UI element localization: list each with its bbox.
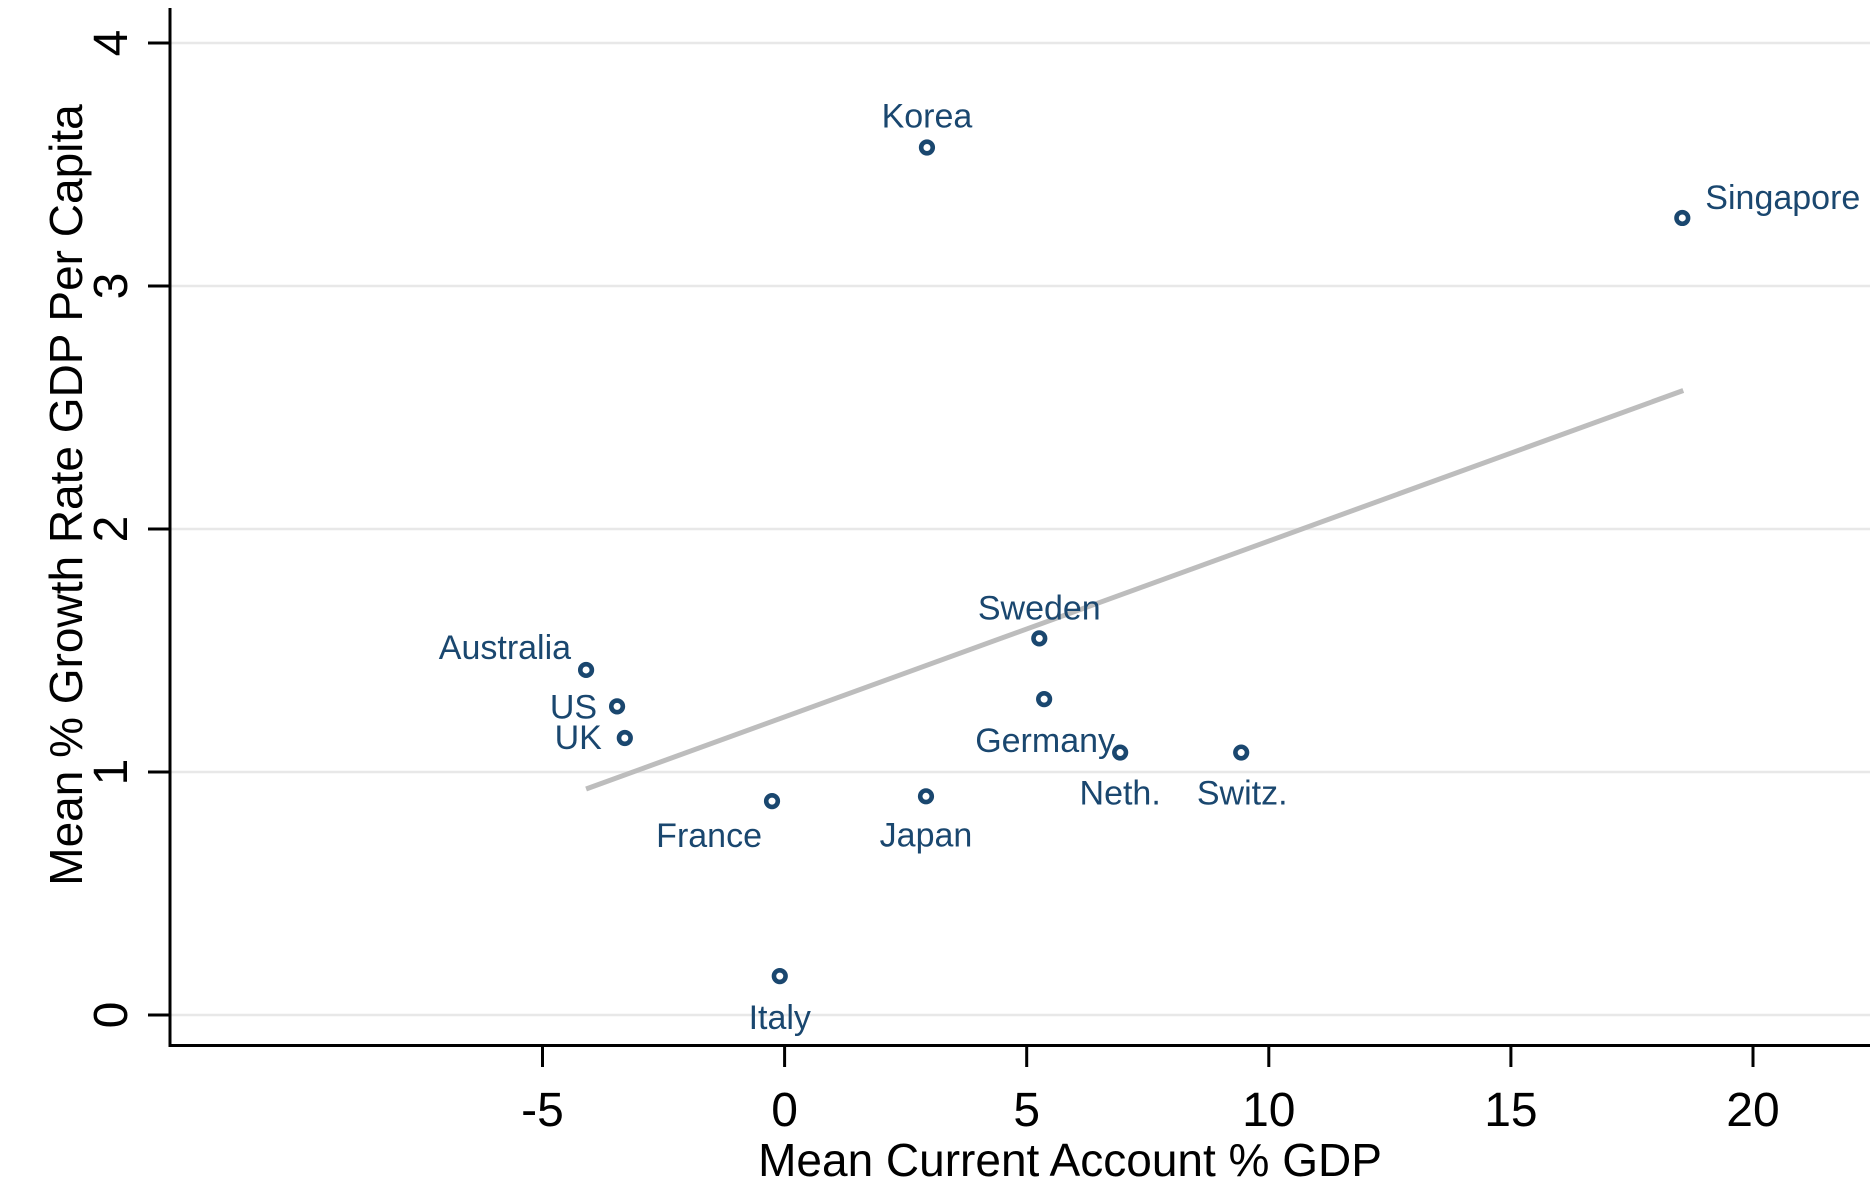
marker-label-sweden: Sweden bbox=[978, 589, 1101, 627]
marker-label-singapore: Singapore bbox=[1705, 179, 1860, 217]
x-tick-label-10: 10 bbox=[1242, 1084, 1295, 1137]
marker-label-us: US bbox=[550, 688, 597, 726]
marker-label-japan: Japan bbox=[880, 816, 973, 854]
y-tick-label-2: 2 bbox=[85, 516, 138, 543]
marker-neth bbox=[1112, 744, 1129, 761]
marker-label-germany: Germany bbox=[975, 722, 1115, 760]
marker-label-korea: Korea bbox=[882, 97, 973, 135]
marker-label-france: France bbox=[656, 817, 762, 855]
marker-sweden bbox=[1031, 630, 1048, 647]
marker-korea bbox=[918, 139, 936, 156]
marker-france bbox=[763, 793, 781, 810]
marker-germany bbox=[1036, 690, 1053, 708]
marker-label-switz: Switz. bbox=[1197, 775, 1288, 813]
marker-uk bbox=[616, 729, 633, 747]
marker-us bbox=[608, 698, 626, 715]
marker-label-neth: Neth. bbox=[1080, 775, 1161, 813]
y-axis-title: Mean % Growth Rate GDP Per Capita bbox=[40, 104, 92, 886]
marker-label-italy: Italy bbox=[749, 999, 811, 1037]
marker-australia bbox=[577, 661, 595, 679]
marker-label-uk: UK bbox=[555, 719, 603, 757]
marker-label-australia: Australia bbox=[439, 629, 571, 667]
y-tick-label-1: 1 bbox=[85, 759, 138, 786]
y-tick-label-0: 0 bbox=[85, 1002, 138, 1029]
x-tick-label--5: -5 bbox=[521, 1084, 564, 1137]
marker-italy bbox=[771, 968, 788, 985]
marker-switz bbox=[1233, 744, 1250, 761]
x-tick-label-20: 20 bbox=[1726, 1084, 1779, 1137]
x-tick-label-0: 0 bbox=[771, 1084, 798, 1137]
marker-singapore bbox=[1674, 209, 1691, 227]
fit-line bbox=[585, 388, 1685, 792]
x-tick-label-15: 15 bbox=[1484, 1084, 1537, 1137]
y-tick-label-3: 3 bbox=[85, 273, 138, 300]
y-tick-label-4: 4 bbox=[85, 30, 138, 57]
x-tick-label-5: 5 bbox=[1013, 1084, 1040, 1137]
x-axis-title: Mean Current Account % GDP bbox=[758, 1134, 1382, 1186]
marker-japan bbox=[917, 788, 935, 805]
